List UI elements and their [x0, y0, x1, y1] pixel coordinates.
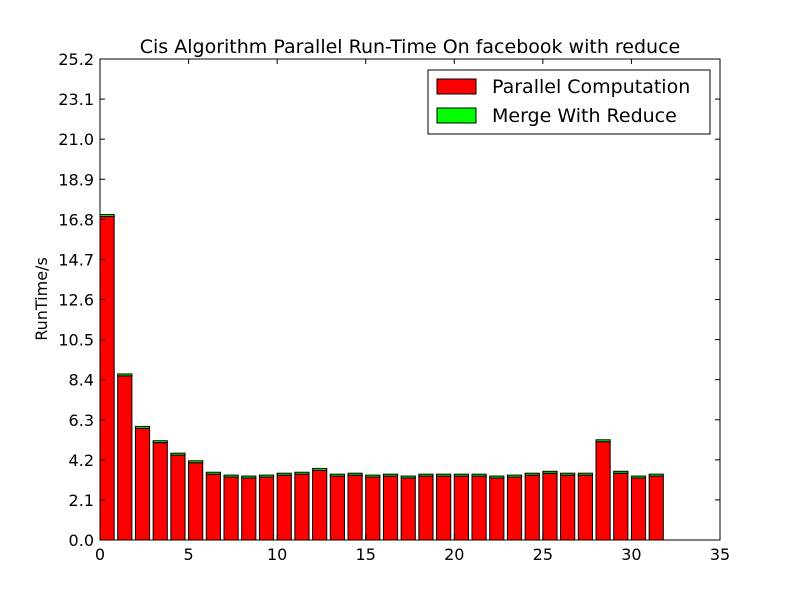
chart-title: Cis Algorithm Parallel Run-Time On faceb…	[140, 36, 680, 58]
y-tick-label: 23.1	[58, 90, 94, 109]
x-tick-label: 0	[95, 545, 105, 564]
y-tick-label: 10.5	[58, 331, 94, 350]
legend-label: Parallel Computation	[492, 76, 690, 98]
y-tick-label: 2.1	[69, 491, 94, 510]
bar-merge-26	[560, 472, 576, 476]
y-tick-label: 16.8	[58, 210, 94, 229]
y-tick-label: 4.2	[69, 451, 94, 470]
bar-parallel-4	[170, 454, 186, 541]
bar-parallel-19	[436, 475, 452, 541]
bar-merge-7	[223, 474, 239, 478]
bar-parallel-7	[223, 476, 239, 541]
y-axis: 0.0 2.1 4.2 6.3 8.4 10.5 12.6 14.7 16.8 18.9 21.0 2…	[58, 50, 720, 550]
bar-merge-10	[276, 472, 292, 476]
bar-parallel-9	[258, 476, 275, 541]
bar-parallel-21	[471, 475, 487, 541]
y-tick-label: 18.9	[58, 170, 94, 189]
bar-merge-5	[188, 460, 204, 464]
bar-parallel-13	[329, 475, 345, 541]
bar-merge-12	[312, 467, 328, 471]
bar-parallel-25	[542, 472, 558, 541]
legend-label: Merge With Reduce	[492, 105, 677, 127]
bar-parallel-10	[276, 474, 292, 541]
y-tick-label: 12.6	[58, 291, 94, 310]
x-tick-label: 20	[444, 545, 464, 564]
bar-parallel-28	[595, 441, 611, 541]
bar-parallel-16	[382, 475, 399, 541]
bar-merge-4	[170, 452, 186, 456]
bar-merge-11	[294, 471, 310, 475]
bar-merge-22	[489, 475, 505, 479]
bar-parallel-2	[134, 427, 151, 541]
bar-merge-21	[471, 473, 487, 477]
bar-merge-20	[453, 473, 469, 477]
bar-parallel-6	[205, 473, 221, 541]
bar-merge-13	[329, 473, 345, 477]
y-tick-label: 8.4	[69, 371, 94, 390]
x-axis: 0 5 10 15 20 25 30 35	[95, 59, 730, 564]
x-tick-label: 5	[183, 545, 193, 564]
bar-parallel-31	[648, 475, 664, 541]
bar-parallel-18	[418, 475, 434, 541]
bar-parallel-8	[241, 477, 257, 541]
bar-merge-29	[613, 470, 629, 474]
bar-merge-8	[241, 475, 257, 479]
bar-merge-2	[134, 425, 151, 429]
legend: Parallel Computation Merge With Reduce	[427, 69, 711, 135]
y-axis-label: RunTime/s	[32, 257, 51, 341]
bar-parallel-1	[117, 375, 133, 541]
bar-merge-0	[99, 214, 115, 217]
x-tick-label: 35	[710, 545, 730, 564]
bar-parallel-23	[506, 476, 523, 541]
bar-merge-25	[542, 470, 558, 474]
bar-parallel-11	[294, 473, 310, 541]
bar-merge-18	[418, 473, 434, 477]
bar-parallel-30	[630, 477, 647, 541]
bar-parallel-22	[489, 477, 505, 541]
bar-parallel-26	[560, 474, 576, 541]
bar-merge-30	[630, 475, 647, 479]
x-tick-label: 25	[533, 545, 553, 564]
bar-parallel-24	[524, 474, 540, 541]
bar-parallel-15	[365, 476, 381, 541]
bar-parallel-14	[347, 474, 363, 541]
x-tick-label: 15	[356, 545, 376, 564]
bar-merge-14	[347, 472, 363, 476]
legend-swatch	[436, 78, 477, 95]
bar-merge-6	[205, 471, 221, 475]
x-tick-label: 30	[621, 545, 641, 564]
bar-parallel-0	[99, 215, 115, 541]
bar-merge-23	[506, 474, 523, 478]
y-tick-label: 6.3	[69, 411, 94, 430]
x-tick-label: 10	[267, 545, 287, 564]
bar-merge-3	[152, 440, 168, 444]
bar-merge-9	[258, 474, 275, 478]
bar-merge-1	[117, 373, 133, 377]
bar-parallel-3	[152, 442, 168, 541]
bar-merge-16	[382, 473, 399, 477]
bar-merge-15	[365, 474, 381, 478]
bar-merge-27	[577, 472, 593, 476]
legend-swatch	[436, 107, 477, 124]
bar-parallel-29	[613, 472, 629, 541]
y-tick-label: 21.0	[58, 130, 94, 149]
bar-merge-19	[436, 473, 452, 477]
bar-parallel-12	[312, 469, 328, 541]
bar-parallel-20	[453, 475, 469, 541]
bar-merge-17	[400, 475, 416, 479]
bar-merge-31	[648, 473, 664, 477]
bar-parallel-5	[188, 462, 204, 541]
bar-parallel-27	[577, 474, 593, 541]
bar-merge-24	[524, 472, 540, 476]
y-tick-label: 14.7	[58, 250, 94, 269]
bars	[99, 214, 664, 541]
bar-merge-28	[595, 439, 611, 443]
y-tick-label: 25.2	[58, 50, 94, 69]
y-tick-label: 0.0	[69, 531, 94, 550]
bar-parallel-17	[400, 477, 416, 541]
